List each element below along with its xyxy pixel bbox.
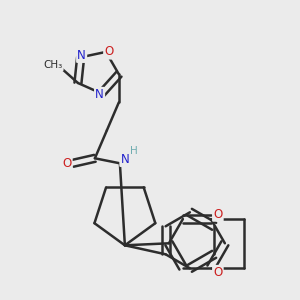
Text: CH₃: CH₃ — [43, 60, 63, 70]
Text: O: O — [213, 266, 223, 279]
Text: O: O — [104, 45, 114, 58]
Text: O: O — [62, 157, 71, 170]
Text: N: N — [77, 49, 86, 62]
Text: H: H — [130, 146, 138, 156]
Text: O: O — [213, 208, 223, 220]
Text: N: N — [95, 88, 104, 101]
Text: N: N — [121, 153, 129, 166]
